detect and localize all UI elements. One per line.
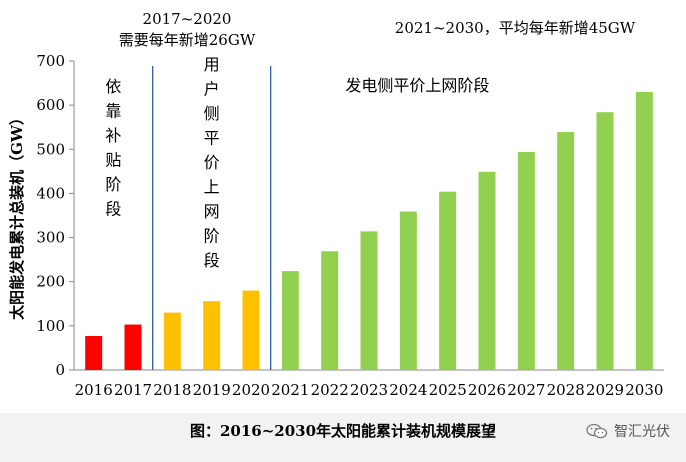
x-tick-label: 2028 bbox=[547, 381, 585, 399]
annotation-2017-2020-rate: 需要每年新增26GW bbox=[119, 31, 256, 49]
chart-area: 2017~2020 需要每年新增26GW 2021~2030，平均每年新增45G… bbox=[8, 10, 664, 399]
watermark-text: 智汇光伏 bbox=[614, 424, 670, 440]
x-tick-label: 2024 bbox=[389, 381, 427, 399]
y-tick-label: 500 bbox=[36, 140, 65, 158]
y-tick-label: 200 bbox=[36, 273, 65, 291]
bar-2027 bbox=[517, 151, 535, 370]
y-tick-label: 300 bbox=[36, 229, 65, 247]
y-tick-label: 400 bbox=[36, 184, 65, 202]
x-tick-label: 2026 bbox=[468, 381, 506, 399]
phase-label-1: 用户侧平价上网阶段 bbox=[204, 55, 220, 270]
bar-2021 bbox=[281, 271, 299, 370]
x-tick-label: 2021 bbox=[271, 381, 309, 399]
bar-2023 bbox=[360, 231, 378, 370]
x-tick-label: 2025 bbox=[429, 381, 467, 399]
y-tick-label: 100 bbox=[36, 317, 65, 335]
phase-labels: 依靠补贴阶段 用户侧平价上网阶段 发电侧平价上网阶段 bbox=[105, 55, 489, 270]
x-tick-label: 2020 bbox=[232, 381, 270, 399]
x-tick-label: 2029 bbox=[586, 381, 624, 399]
bar-2024 bbox=[399, 211, 417, 370]
x-tick-label: 2022 bbox=[311, 381, 349, 399]
phase-label-0: 依靠补贴阶段 bbox=[105, 77, 121, 219]
phase-label-2: 发电侧平价上网阶段 bbox=[345, 76, 489, 95]
x-tick-label: 2018 bbox=[153, 381, 191, 399]
annotations: 2017~2020 需要每年新增26GW 2021~2030，平均每年新增45G… bbox=[119, 10, 636, 49]
phase-dividers bbox=[152, 66, 272, 370]
figure-caption: 图：2016~2030年太阳能累计装机规模展望 bbox=[189, 422, 497, 440]
bar-2017 bbox=[124, 324, 142, 370]
x-tick-label: 2016 bbox=[75, 381, 113, 399]
x-tick-label: 2023 bbox=[350, 381, 388, 399]
bar-2020 bbox=[242, 290, 260, 370]
y-tick-label: 0 bbox=[55, 361, 65, 379]
caption-band bbox=[0, 413, 686, 462]
bar-2016 bbox=[85, 336, 103, 370]
x-tick-label: 2030 bbox=[625, 381, 663, 399]
y-tick-label: 600 bbox=[36, 96, 65, 114]
watermark: 智汇光伏 bbox=[586, 421, 670, 441]
bar-2028 bbox=[557, 132, 575, 370]
bar-2029 bbox=[596, 112, 614, 370]
annotation-2017-2020-period: 2017~2020 bbox=[143, 10, 232, 28]
x-tick-label: 2017 bbox=[114, 381, 152, 399]
x-tick-label: 2019 bbox=[193, 381, 231, 399]
bar-2018 bbox=[163, 312, 181, 370]
x-tick-label: 2027 bbox=[507, 381, 545, 399]
bar-2026 bbox=[478, 171, 496, 370]
y-tick-label: 700 bbox=[36, 52, 65, 70]
bar-2022 bbox=[321, 251, 339, 370]
annotation-2021-2030-period: 2021~2030，平均每年新增45GW bbox=[395, 19, 636, 37]
bars bbox=[85, 91, 653, 371]
bar-2019 bbox=[203, 301, 221, 370]
bar-2025 bbox=[439, 191, 457, 370]
bar-2030 bbox=[635, 91, 653, 371]
wechat-icon bbox=[586, 423, 608, 439]
y-axis-label: 太阳能发电累计总装机（GW） bbox=[8, 110, 26, 320]
